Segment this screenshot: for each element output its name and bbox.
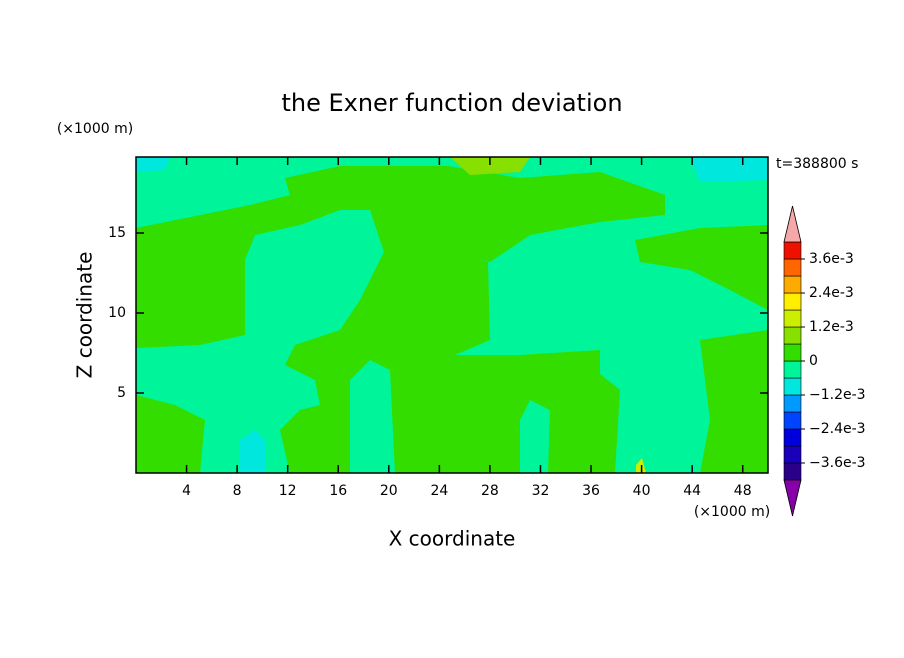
- y-unit: (×1000 m): [57, 121, 133, 137]
- negative-regions: [350, 360, 550, 473]
- colorbar-box: [783, 411, 802, 430]
- cyan-regions: [136, 157, 768, 473]
- x-axis-label: X coordinate: [389, 527, 516, 551]
- chart-title: the Exner function deviation: [281, 89, 622, 117]
- x-tick-label: 16: [329, 483, 347, 499]
- colorbar-tick-label: 2.4e-3: [809, 285, 854, 301]
- colorbar-box: [783, 360, 802, 379]
- colorbar-box: [783, 309, 802, 328]
- y-tick-label: 5: [117, 385, 126, 401]
- colorbar-box: [783, 275, 802, 294]
- colorbar-box: [783, 326, 802, 345]
- time-label: t=388800 s: [776, 156, 858, 172]
- colorbar-box: [783, 428, 802, 447]
- y-axis-label: Z coordinate: [73, 252, 97, 379]
- x-tick-label: 8: [233, 483, 242, 499]
- colorbar-box: [783, 377, 802, 396]
- x-tick-label: 48: [734, 483, 752, 499]
- colorbar-box: [783, 394, 802, 413]
- x-tick-label: 40: [633, 483, 651, 499]
- x-tick-label: 12: [279, 483, 297, 499]
- colorbar-box: [783, 445, 802, 464]
- colorbar-box: [783, 462, 802, 481]
- colorbar-tick-label: 0: [809, 353, 818, 369]
- light-green-region: [450, 157, 530, 175]
- x-tick-label: 44: [683, 483, 701, 499]
- colorbar-tick-label: −2.4e-3: [809, 421, 866, 437]
- colorbar-box: [783, 258, 802, 277]
- x-tick-label: 20: [380, 483, 398, 499]
- colorbar-over-arrow: [783, 205, 802, 243]
- colorbar-under-arrow: [783, 479, 802, 517]
- colorbar-tick-label: 3.6e-3: [809, 251, 854, 267]
- colorbar-box: [783, 292, 802, 311]
- colorbar-tick-label: −3.6e-3: [809, 455, 866, 471]
- x-tick-label: 4: [182, 483, 191, 499]
- x-tick-label: 28: [481, 483, 499, 499]
- x-tick-label: 32: [532, 483, 550, 499]
- x-unit: (×1000 m): [694, 504, 770, 520]
- colorbar-tick-label: 1.2e-3: [809, 319, 854, 335]
- colorbar-box: [783, 241, 802, 260]
- plot-frame: [135, 156, 769, 474]
- contour-field: [136, 157, 768, 473]
- y-tick-label: 15: [108, 225, 126, 241]
- colorbar-box: [783, 343, 802, 362]
- x-tick-label: 24: [430, 483, 448, 499]
- y-tick-label: 10: [108, 305, 126, 321]
- x-tick-label: 36: [582, 483, 600, 499]
- colorbar-tick-label: −1.2e-3: [809, 387, 866, 403]
